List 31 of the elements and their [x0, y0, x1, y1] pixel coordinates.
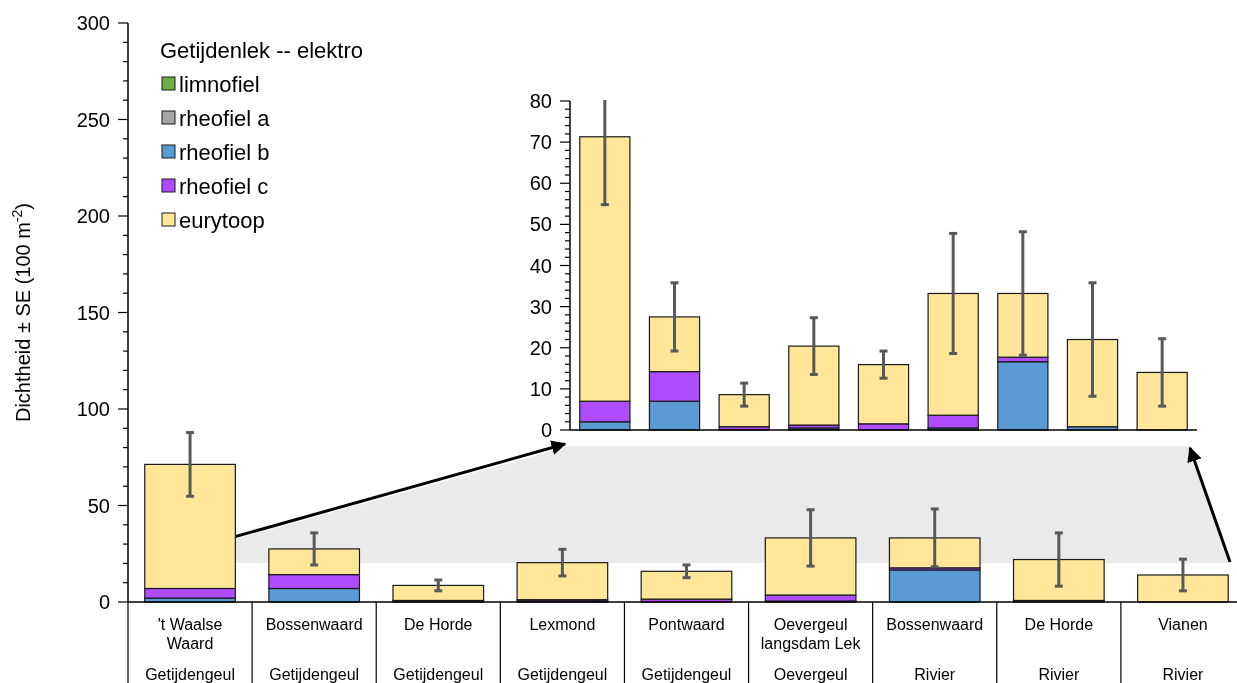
y-tick-label: 0 — [540, 419, 552, 441]
y-tick-label: 0 — [98, 591, 110, 613]
x-tick-label: 't Waalse Waard Getijdengeul — [145, 616, 235, 683]
y-tick-label: 150 — [76, 301, 110, 324]
y-tick-label: 20 — [529, 336, 552, 359]
x-tick-label: Oevergeul langsdam Lek Oevergeul — [760, 616, 862, 683]
y-tick-label: 300 — [76, 12, 110, 34]
legend-label: rheofiel c — [179, 173, 269, 199]
y-tick-label: 100 — [76, 398, 110, 420]
category-label: De Horde Getijdengeul — [393, 616, 484, 683]
category-label: Pontwaard Getijdengeul — [641, 616, 732, 683]
category-label: Lexmond Getijdengeul — [517, 616, 608, 683]
category-label: De Horde Rivier — [1024, 616, 1094, 683]
y-tick-label: 200 — [76, 205, 110, 227]
category-label: Bossenwaard Getijdengeul — [265, 616, 363, 683]
y-tick-label: 250 — [76, 108, 110, 131]
y-tick-label: 10 — [529, 377, 552, 400]
y-tick-label: 80 — [529, 90, 552, 112]
y-tick-label: 70 — [529, 131, 552, 154]
y-tick-label: 50 — [529, 213, 552, 236]
y-tick-label: 60 — [529, 172, 552, 195]
legend-label: eurytoop — [179, 207, 265, 233]
legend-label: limnofiel — [179, 71, 260, 97]
y-tick-label: 50 — [87, 494, 110, 517]
legend-title: Getijdenlek -- elektro — [160, 37, 363, 63]
legend-label: rheofiel b — [179, 139, 270, 165]
legend-label: rheofiel a — [179, 105, 271, 131]
category-label: Vianen Rivier — [1158, 616, 1208, 683]
category-label: Bossenwaard Rivier — [886, 616, 984, 683]
y-tick-label: 40 — [529, 254, 552, 277]
y-tick-label: 30 — [529, 295, 552, 318]
